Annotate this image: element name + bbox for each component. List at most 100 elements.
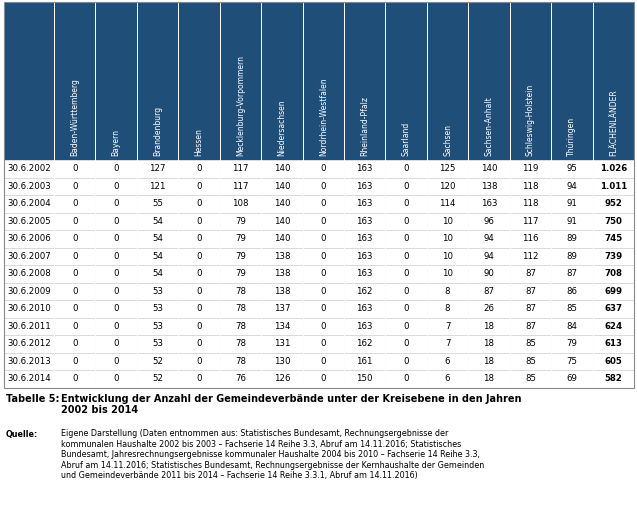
- Text: 78: 78: [235, 357, 246, 366]
- Text: 0: 0: [403, 339, 409, 348]
- Text: Entwicklung der Anzahl der Gemeindeverbände unter der Kreisebene in den Jahren
2: Entwicklung der Anzahl der Gemeindeverbä…: [61, 393, 522, 415]
- Text: 140: 140: [274, 199, 290, 208]
- Text: 0: 0: [72, 357, 78, 366]
- Text: 30.6.2014: 30.6.2014: [7, 374, 51, 383]
- Text: 95: 95: [566, 164, 577, 173]
- Text: Brandenburg: Brandenburg: [153, 106, 162, 156]
- Text: 85: 85: [525, 339, 536, 348]
- Text: 0: 0: [113, 322, 119, 331]
- Text: 161: 161: [357, 357, 373, 366]
- Text: 138: 138: [274, 287, 290, 296]
- Text: 138: 138: [481, 182, 497, 191]
- Text: 0: 0: [196, 234, 202, 243]
- Text: 30.6.2012: 30.6.2012: [7, 339, 51, 348]
- Text: 6: 6: [445, 374, 450, 383]
- Text: 0: 0: [403, 269, 409, 278]
- Text: 613: 613: [605, 339, 622, 348]
- Text: 117: 117: [232, 182, 248, 191]
- Text: Bayern: Bayern: [111, 129, 120, 156]
- Text: 637: 637: [605, 304, 622, 313]
- Text: 163: 163: [357, 269, 373, 278]
- Text: 120: 120: [440, 182, 456, 191]
- Text: 0: 0: [196, 199, 202, 208]
- Text: 131: 131: [274, 339, 290, 348]
- Text: 126: 126: [274, 374, 290, 383]
- Text: 78: 78: [235, 304, 246, 313]
- Text: 163: 163: [357, 322, 373, 331]
- Text: 94: 94: [483, 252, 494, 261]
- Text: 30.6.2009: 30.6.2009: [7, 287, 51, 296]
- Text: 76: 76: [235, 374, 246, 383]
- Text: 0: 0: [320, 322, 326, 331]
- Text: 0: 0: [72, 269, 78, 278]
- Text: Niedersachsen: Niedersachsen: [277, 99, 287, 156]
- Text: 10: 10: [442, 234, 453, 243]
- Text: 0: 0: [113, 357, 119, 366]
- Text: 89: 89: [566, 252, 577, 261]
- Text: 0: 0: [72, 252, 78, 261]
- Text: 0: 0: [196, 304, 202, 313]
- Text: 162: 162: [357, 339, 373, 348]
- Text: 0: 0: [113, 304, 119, 313]
- Text: 0: 0: [196, 252, 202, 261]
- Text: 54: 54: [152, 234, 163, 243]
- Text: 87: 87: [525, 269, 536, 278]
- Text: 84: 84: [566, 322, 577, 331]
- Text: 96: 96: [483, 217, 494, 226]
- Text: 18: 18: [483, 322, 494, 331]
- Text: 10: 10: [442, 252, 453, 261]
- Text: 118: 118: [522, 199, 539, 208]
- Text: 30.6.2006: 30.6.2006: [7, 234, 51, 243]
- Text: 119: 119: [522, 164, 539, 173]
- Text: 0: 0: [113, 199, 119, 208]
- Text: 30.6.2010: 30.6.2010: [7, 304, 51, 313]
- Text: 78: 78: [235, 339, 246, 348]
- Text: 78: 78: [235, 322, 246, 331]
- Text: Sachsen-Anhalt: Sachsen-Anhalt: [485, 96, 494, 156]
- Text: 0: 0: [113, 339, 119, 348]
- Text: 53: 53: [152, 304, 163, 313]
- Text: Tabelle 5:: Tabelle 5:: [6, 393, 59, 404]
- Text: 30.6.2003: 30.6.2003: [7, 182, 51, 191]
- Text: 87: 87: [525, 322, 536, 331]
- Text: 30.6.2011: 30.6.2011: [7, 322, 51, 331]
- Text: 54: 54: [152, 269, 163, 278]
- Text: 79: 79: [235, 252, 246, 261]
- Text: 163: 163: [357, 217, 373, 226]
- Text: 85: 85: [525, 374, 536, 383]
- Text: Schleswig-Holstein: Schleswig-Holstein: [526, 84, 535, 156]
- Text: 0: 0: [196, 339, 202, 348]
- Text: 52: 52: [152, 357, 163, 366]
- Bar: [4, 247, 634, 265]
- Text: 85: 85: [566, 304, 577, 313]
- Text: Sachsen: Sachsen: [443, 124, 452, 156]
- Text: 0: 0: [320, 357, 326, 366]
- Text: 0: 0: [320, 252, 326, 261]
- Text: 138: 138: [274, 269, 290, 278]
- Text: Rheinland-Pfalz: Rheinland-Pfalz: [360, 96, 369, 156]
- Text: 130: 130: [274, 357, 290, 366]
- Bar: [4, 230, 634, 247]
- Text: 0: 0: [196, 269, 202, 278]
- Text: 0: 0: [196, 164, 202, 173]
- Text: 0: 0: [403, 182, 409, 191]
- Text: 0: 0: [72, 199, 78, 208]
- Bar: [4, 282, 634, 300]
- Text: 0: 0: [403, 357, 409, 366]
- Text: 53: 53: [152, 339, 163, 348]
- Text: 0: 0: [320, 199, 326, 208]
- Text: 30.6.2013: 30.6.2013: [7, 357, 51, 366]
- Text: 0: 0: [403, 322, 409, 331]
- Bar: [4, 300, 634, 318]
- Text: 18: 18: [483, 357, 494, 366]
- Text: 0: 0: [403, 217, 409, 226]
- Text: 1.011: 1.011: [599, 182, 627, 191]
- Bar: [4, 2, 634, 388]
- Text: 163: 163: [357, 304, 373, 313]
- Text: 0: 0: [72, 182, 78, 191]
- Text: 85: 85: [525, 357, 536, 366]
- Text: 0: 0: [320, 164, 326, 173]
- Text: 0: 0: [113, 164, 119, 173]
- Text: 30.6.2008: 30.6.2008: [7, 269, 51, 278]
- Text: 952: 952: [605, 199, 622, 208]
